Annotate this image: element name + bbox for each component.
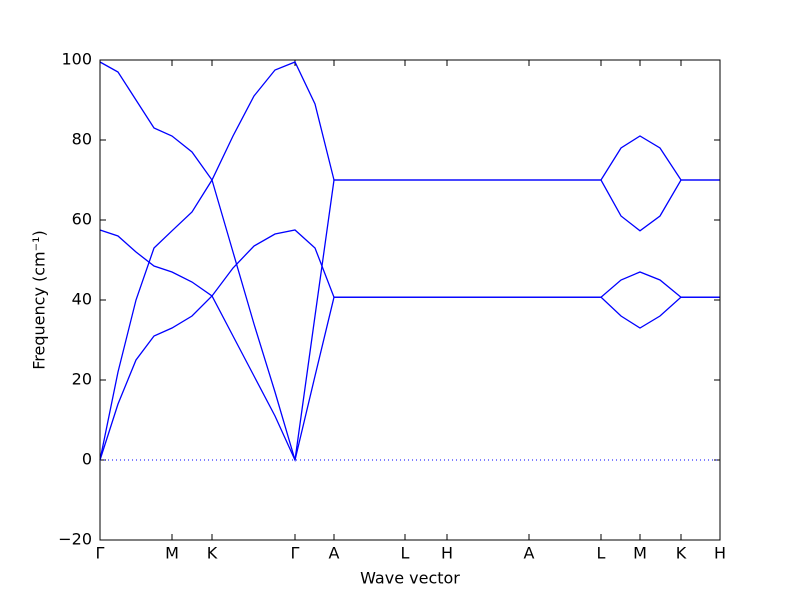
x-tick-label: H [714,544,726,563]
y-tick-label: 100 [61,50,92,69]
x-tick-label: Γ [291,544,300,563]
y-tick-label: 80 [72,130,92,149]
band-line [99,61,720,461]
band-line [99,229,720,462]
x-tick-label: M [165,544,179,563]
y-tick-label: 60 [72,210,92,229]
x-tick-label: A [329,544,340,563]
x-tick-label: K [676,544,687,563]
x-tick-label: K [207,544,218,563]
x-tick-label: L [401,544,410,563]
x-tick-label: M [633,544,647,563]
y-tick-label: 0 [82,450,92,469]
y-axis-label: Frequency (cm⁻¹) [30,230,49,369]
x-tick-label: A [524,544,535,563]
y-tick-label: 40 [72,290,92,309]
x-tick-label: Γ [96,544,105,563]
y-tick-label: 20 [72,370,92,389]
band-line [99,61,720,461]
x-tick-label: L [597,544,606,563]
x-axis-label: Wave vector [360,569,460,588]
x-tick-label: H [441,544,453,563]
band-line [99,229,720,461]
y-tick-label: −20 [58,530,92,549]
plot-frame [99,59,721,541]
